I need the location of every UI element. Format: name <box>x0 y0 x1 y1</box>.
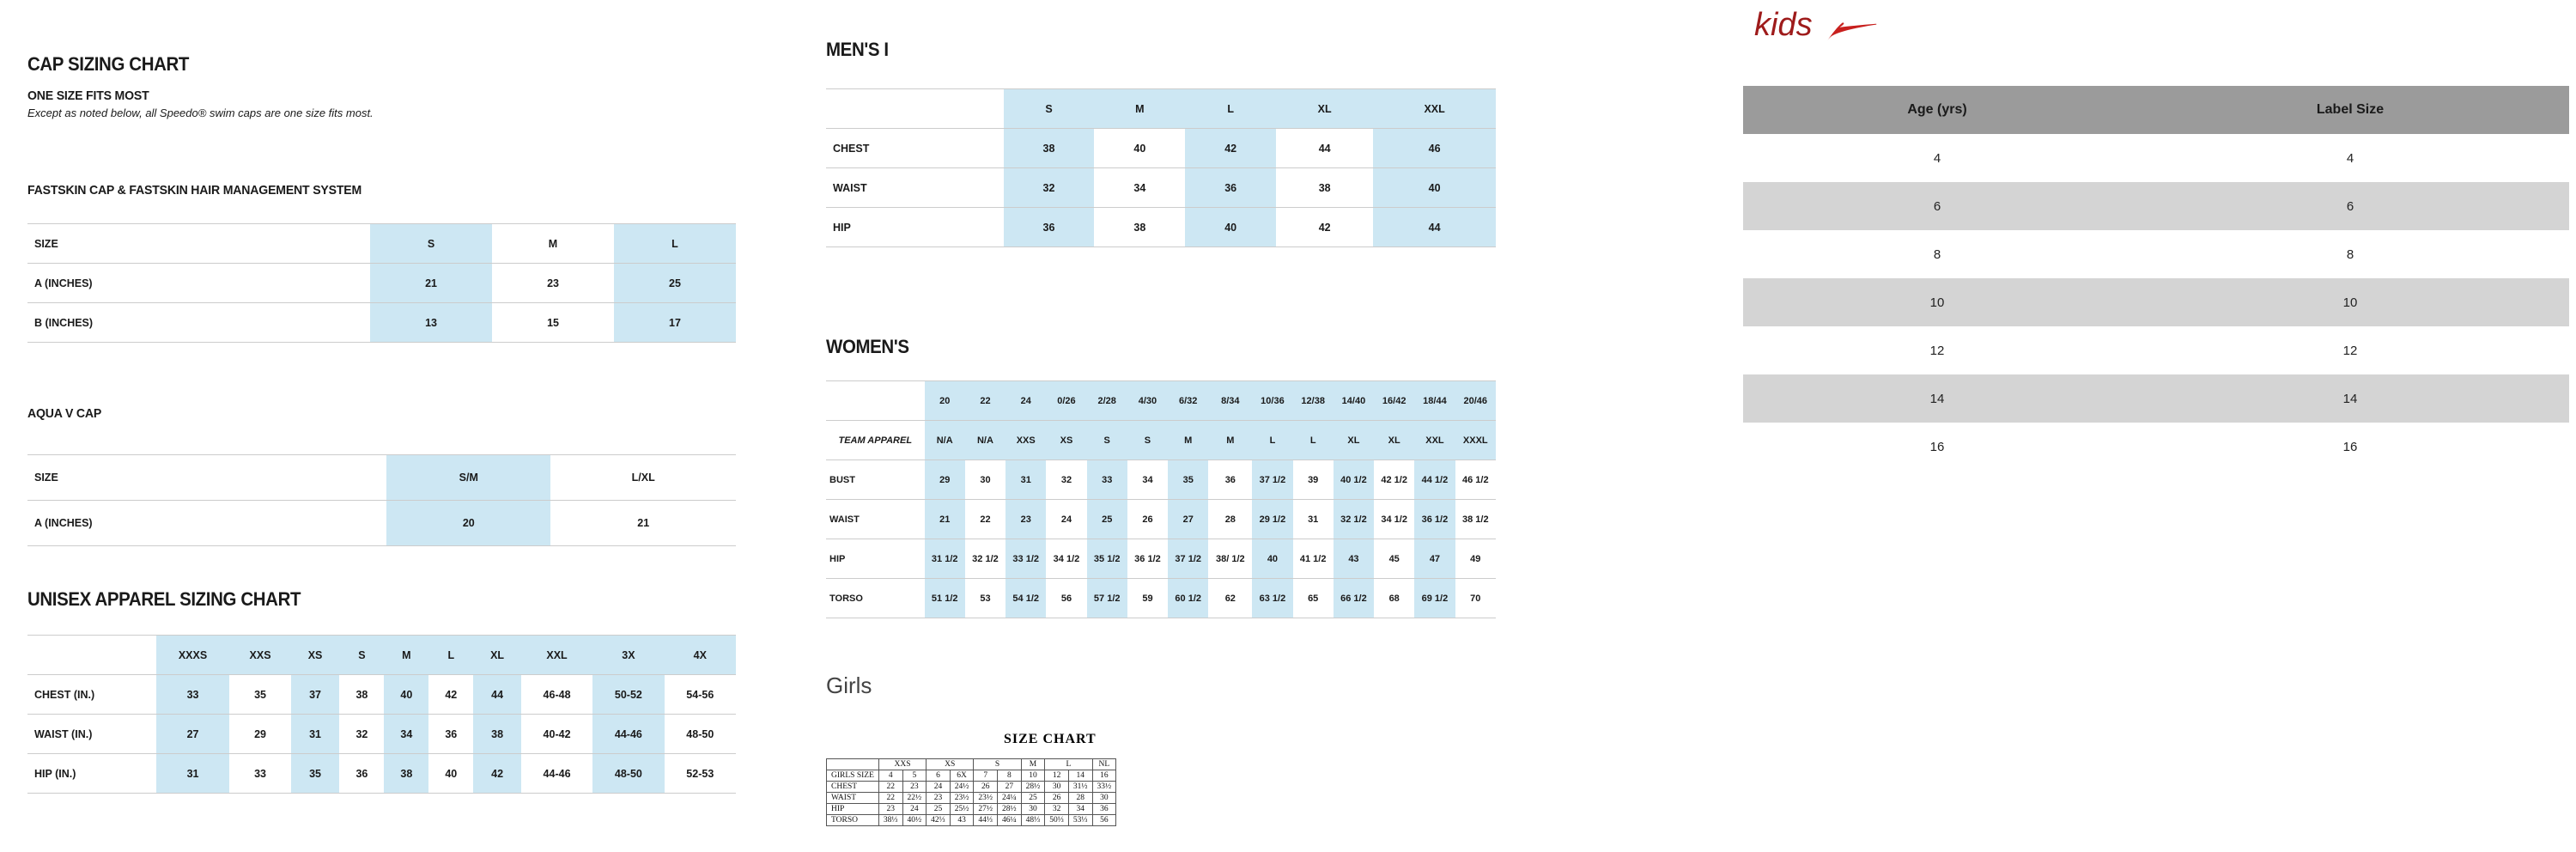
svg-text:kids: kids <box>1754 7 1813 43</box>
